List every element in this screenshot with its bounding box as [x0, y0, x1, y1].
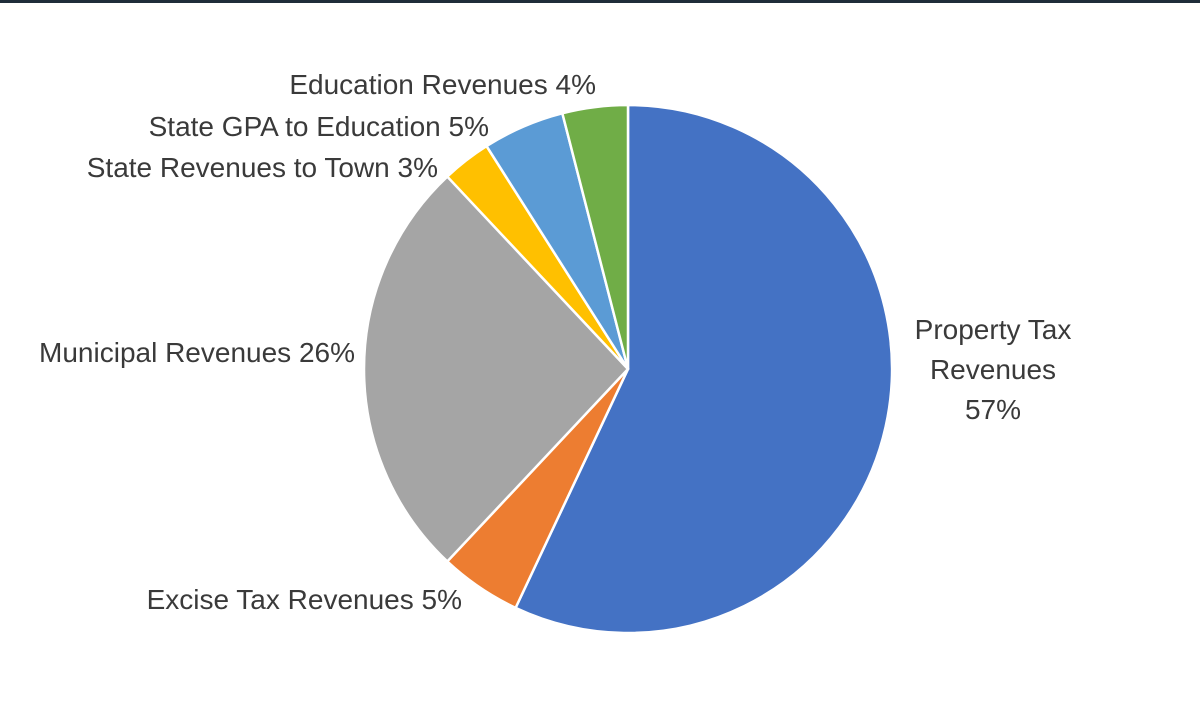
label-line: Property Tax — [915, 314, 1072, 345]
label-line: Education Revenues 4% — [289, 69, 596, 100]
label-line: State Revenues to Town 3% — [87, 152, 438, 183]
pie-labels: Property Tax Revenues 57% Excise Tax Revenu… — [39, 69, 1071, 615]
label-line: Municipal Revenues 26% — [39, 337, 355, 368]
slice-property-tax-revenues — [514, 103, 894, 635]
label-state-revenues-to-town: State Revenues to Town 3% — [87, 152, 438, 183]
label-line: 57% — [965, 394, 1021, 425]
slice-municipal-revenues — [362, 175, 630, 563]
label-state-gpa-to-education: State GPA to Education 5% — [149, 111, 489, 142]
pie-slices — [362, 103, 894, 635]
slice-education-revenues — [561, 103, 630, 371]
label-education-revenues: Education Revenues 4% — [289, 69, 596, 100]
label-line: State GPA to Education 5% — [149, 111, 489, 142]
top-border — [0, 0, 1200, 3]
label-line: Excise Tax Revenues 5% — [147, 584, 462, 615]
label-property-tax-revenues: Property Tax Revenues 57% — [915, 314, 1072, 425]
label-excise-tax-revenues: Excise Tax Revenues 5% — [147, 584, 462, 615]
label-line: Revenues — [930, 354, 1056, 385]
label-municipal-revenues: Municipal Revenues 26% — [39, 337, 355, 368]
